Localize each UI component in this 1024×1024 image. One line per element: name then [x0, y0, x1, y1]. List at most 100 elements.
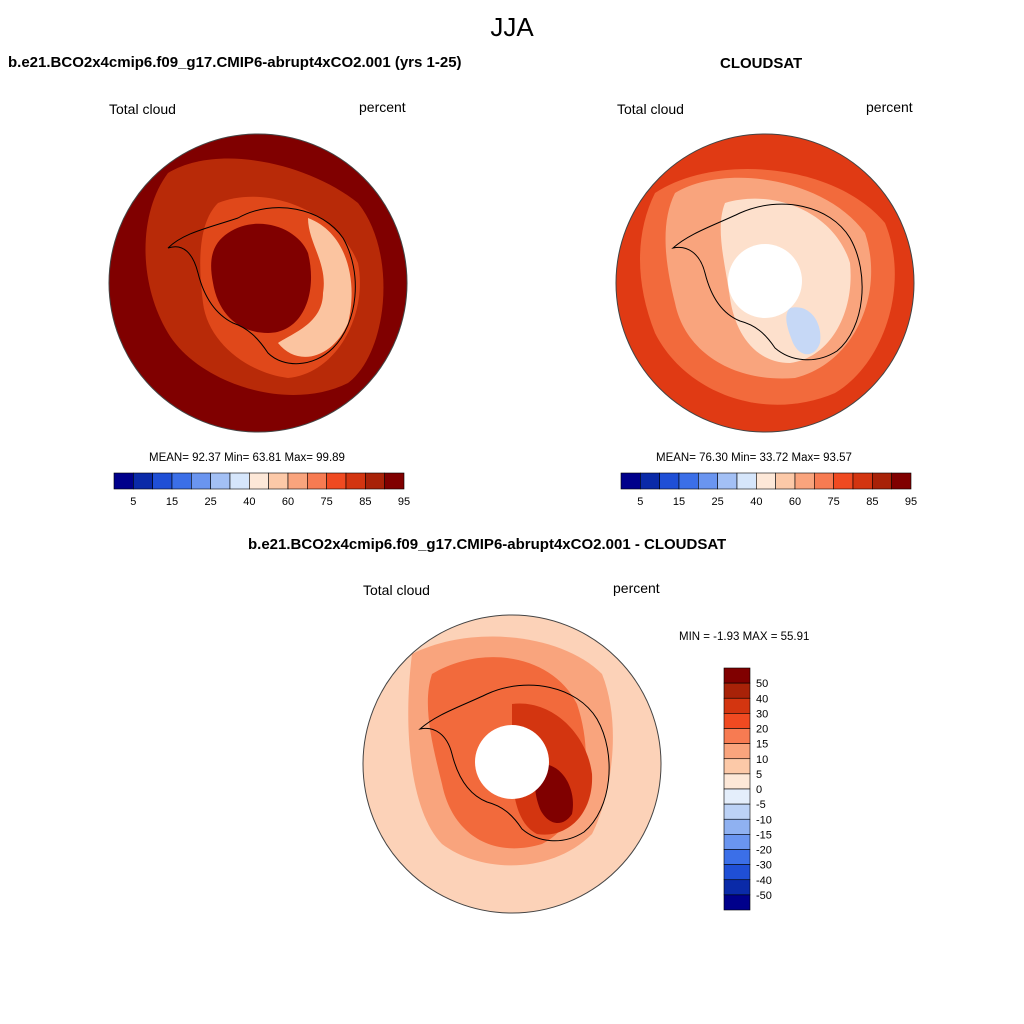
model-units-label: percent	[359, 99, 406, 115]
obs-colorbar-box	[736, 472, 757, 490]
model-colorbar-box	[345, 472, 366, 490]
obs-colorbar-box	[640, 472, 660, 490]
diff-colorbar-tick-label: 10	[756, 754, 768, 766]
diff-colorbar-tick-label: -10	[756, 814, 772, 826]
diff-polar-map	[362, 614, 662, 914]
obs-colorbar-box	[891, 472, 912, 490]
model-colorbar-box	[307, 472, 327, 490]
model-colorbar-box	[268, 472, 289, 490]
diff-variable-label: Total cloud	[363, 582, 430, 598]
obs-colorbar-box	[794, 472, 815, 490]
model-colorbar-box	[191, 472, 211, 490]
diff-colorbar-box	[723, 834, 751, 850]
diff-colorbar-box	[723, 743, 751, 760]
model-colorbar-tick-label: 5	[130, 496, 136, 508]
obs-colorbar-box	[852, 472, 873, 490]
obs-units-label: percent	[866, 99, 913, 115]
obs-colorbar-tick-label: 15	[673, 496, 685, 508]
diff-colorbar-box	[723, 758, 751, 775]
diff-colorbar-tick-label: -50	[756, 890, 772, 902]
model-case-title: b.e21.BCO2x4cmip6.f09_g17.CMIP6-abrupt4x…	[8, 54, 462, 71]
model-colorbar-box	[133, 472, 153, 490]
diff-colorbar-tick-label: -30	[756, 860, 772, 872]
model-stats: MEAN= 92.37 Min= 63.81 Max= 99.89	[149, 452, 345, 464]
obs-colorbar-tick-label: 85	[866, 496, 878, 508]
model-low-cloud-ring	[278, 218, 352, 357]
diff-colorbar-tick-label: 40	[756, 693, 768, 705]
model-colorbar-tick-label: 95	[398, 496, 410, 508]
diff-colorbar-box	[723, 818, 751, 835]
diff-colorbar-box	[723, 713, 751, 729]
obs-colorbar-box	[756, 472, 776, 490]
diff-colorbar-tick-label: -40	[756, 875, 772, 887]
diff-colorbar-box	[723, 864, 751, 881]
diff-colorbar-box	[723, 894, 751, 911]
model-colorbar-tick-label: 25	[205, 496, 217, 508]
diff-colorbar-tick-label: -20	[756, 845, 772, 857]
obs-colorbar-box	[717, 472, 738, 490]
figure-title: JJA	[490, 12, 534, 42]
diff-colorbar-box	[723, 697, 751, 714]
model-polar-map	[108, 133, 408, 433]
model-colorbar-tick-label: 75	[321, 496, 333, 508]
obs-colorbar-tick-label: 25	[712, 496, 724, 508]
obs-colorbar-box	[775, 472, 796, 490]
obs-colorbar-box	[872, 472, 892, 490]
model-colorbar-tick-label: 40	[243, 496, 255, 508]
obs-missing-data-hole	[728, 244, 802, 318]
diff-colorbar-tick-label: 30	[756, 708, 768, 720]
model-colorbar-tick-label: 60	[282, 496, 294, 508]
obs-colorbar: 5 15 25 40 60 75 85 95	[620, 472, 917, 508]
obs-colorbar-tick-label: 75	[828, 496, 840, 508]
diff-colorbar-box	[723, 788, 751, 805]
diff-case-title: b.e21.BCO2x4cmip6.f09_g17.CMIP6-abrupt4x…	[248, 536, 727, 553]
obs-negative-anomaly-patch	[786, 307, 821, 355]
diff-units-label: percent	[613, 580, 660, 596]
model-colorbar: 5 15 25 40 60 75 85 95	[113, 472, 410, 508]
model-colorbar-box	[113, 472, 134, 490]
diff-colorbar-tick-label: 20	[756, 724, 768, 736]
obs-colorbar-box	[620, 472, 641, 490]
model-colorbar-box	[384, 472, 405, 490]
obs-colorbar-box	[814, 472, 834, 490]
diff-colorbar-box	[723, 773, 751, 790]
diff-colorbar-tick-label: -15	[756, 829, 772, 841]
model-variable-label: Total cloud	[109, 101, 176, 117]
model-colorbar-box	[326, 472, 347, 490]
model-colorbar-tick-label: 15	[166, 496, 178, 508]
obs-colorbar-box	[698, 472, 718, 490]
model-colorbar-box	[171, 472, 192, 490]
diff-colorbar-tick-label: 50	[756, 678, 768, 690]
diff-coastline	[418, 684, 610, 842]
diff-colorbar-box	[723, 682, 751, 699]
obs-stats: MEAN= 76.30 Min= 33.72 Max= 93.57	[656, 452, 852, 464]
obs-coastline	[671, 203, 863, 361]
model-colorbar-box	[249, 472, 269, 490]
diff-stats: MIN = -1.93 MAX = 55.91	[679, 631, 810, 643]
model-plateau-region	[211, 223, 312, 333]
diff-colorbar-tick-label: 15	[756, 739, 768, 751]
diff-colorbar-box	[723, 667, 751, 684]
obs-case-title: CLOUDSAT	[720, 55, 803, 72]
model-colorbar-box	[152, 472, 173, 490]
obs-colorbar-tick-label: 95	[905, 496, 917, 508]
diff-colorbar-tick-label: 0	[756, 784, 762, 796]
diff-missing-data-hole	[475, 725, 549, 799]
model-colorbar-box	[210, 472, 231, 490]
diff-colorbar-box	[723, 879, 751, 896]
diff-colorbar-box	[723, 803, 751, 820]
obs-colorbar-tick-label: 40	[750, 496, 762, 508]
model-colorbar-box	[229, 472, 250, 490]
obs-colorbar-tick-label: 60	[789, 496, 801, 508]
model-colorbar-box	[287, 472, 308, 490]
obs-colorbar-box	[678, 472, 699, 490]
diff-colorbar-box	[723, 849, 751, 865]
obs-colorbar-tick-label: 5	[637, 496, 643, 508]
obs-colorbar-box	[659, 472, 680, 490]
obs-colorbar-box	[833, 472, 854, 490]
diff-colorbar-box	[723, 728, 751, 744]
obs-variable-label: Total cloud	[617, 101, 684, 117]
model-colorbar-tick-label: 85	[359, 496, 371, 508]
model-coastline	[167, 207, 356, 365]
